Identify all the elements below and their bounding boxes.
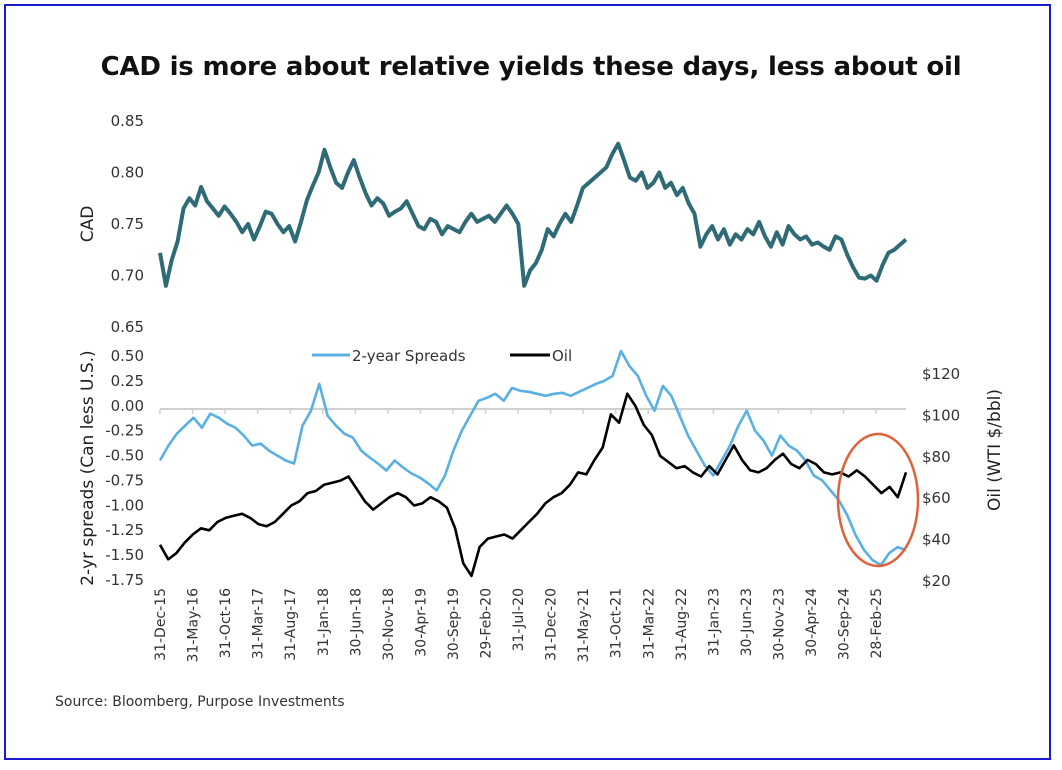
cad-series [158, 141, 908, 288]
cad-y-axis: 0.85 0.80 0.75 0.70 0.65 [111, 112, 144, 336]
cad-y-tick-label: 0.85 [111, 112, 144, 130]
x-tick-label: 31-Jul-20 [511, 588, 527, 651]
x-tick-label: 31-Mar-17 [251, 588, 267, 659]
oil-y-tick-label: $40 [922, 531, 951, 549]
x-tick-label: 30-Jun-18 [348, 588, 364, 656]
zero-line-ticks [159, 409, 877, 414]
oil-y-tick-label: $100 [922, 406, 960, 424]
x-tick-label: 30-Nov-18 [381, 588, 397, 661]
cad-y-tick-label: 0.65 [111, 318, 144, 336]
source-note: Source: Bloomberg, Purpose Investments [55, 694, 345, 710]
x-tick-label: 31-Aug-22 [674, 588, 690, 661]
x-tick-label: 31-Mar-22 [641, 588, 657, 659]
chart-frame [4, 4, 1051, 760]
x-axis: 31-Dec-15 31-May-16 31-Oct-16 31-Mar-17 31-A… [153, 588, 885, 663]
spreads-y-tick-label: -1.00 [105, 496, 144, 514]
x-tick-label: 29-Feb-20 [479, 588, 495, 659]
x-tick-label: 30-Nov-23 [771, 588, 787, 661]
x-tick-label: 30-Sep-19 [446, 588, 462, 660]
legend: 2-year Spreads Oil [312, 347, 572, 365]
spreads-y-tick-label: -0.75 [105, 471, 144, 489]
cad-y-tick-label: 0.70 [111, 267, 144, 285]
cad-line [158, 141, 908, 288]
legend-oil-label: Oil [552, 347, 572, 365]
annotation-circle [836, 432, 920, 568]
cad-y-tick-label: 0.75 [111, 215, 144, 233]
spreads-y-tick-label: -1.25 [105, 521, 144, 539]
x-tick-label: 31-Jan-18 [316, 588, 332, 656]
cad-y-axis-label: CAD [78, 206, 98, 243]
x-tick-label: 31-Dec-15 [153, 588, 169, 661]
x-tick-label: 28-Feb-25 [869, 588, 885, 659]
spreads-y-axis-label: 2-yr spreads (Can less U.S.) [78, 350, 98, 585]
cad-y-tick-label: 0.80 [111, 164, 144, 182]
x-tick-label: 31-Aug-17 [283, 588, 299, 661]
x-tick-label: 31-Oct-16 [218, 588, 234, 658]
oil-series [158, 392, 908, 578]
x-tick-label: 30-Sep-24 [837, 588, 853, 660]
oil-y-tick-label: $60 [922, 489, 951, 507]
x-tick-label: 31-May-16 [186, 588, 202, 663]
spreads-y-tick-label: -0.50 [105, 447, 144, 465]
chart-title: CAD is more about relative yields these … [100, 52, 962, 82]
spreads-y-tick-label: -0.25 [105, 422, 144, 440]
spreads-series [158, 349, 907, 567]
oil-y-axis: $120 $100 $80 $60 $40 $20 [922, 365, 960, 590]
x-tick-label: 31-Jan-23 [706, 588, 722, 656]
x-tick-label: 30-Apr-24 [804, 588, 820, 657]
spreads-y-tick-label: 0.00 [111, 397, 144, 415]
spreads-y-tick-label: 0.25 [111, 372, 144, 390]
x-tick-label: 31-Oct-21 [609, 588, 625, 658]
spreads-line [158, 349, 907, 567]
oil-y-axis-label: Oil (WTI $/bbl) [985, 389, 1005, 511]
x-tick-label: 31-May-21 [576, 588, 592, 662]
x-tick-label: 31-Dec-20 [544, 588, 560, 661]
x-tick-label: 30-Apr-19 [413, 588, 429, 657]
legend-spreads-label: 2-year Spreads [352, 347, 466, 365]
oil-y-tick-label: $80 [922, 448, 951, 466]
spreads-y-tick-label: -1.75 [105, 571, 144, 589]
oil-y-tick-label: $20 [922, 572, 951, 590]
spreads-y-tick-label: -1.50 [105, 546, 144, 564]
spreads-y-axis: 0.50 0.25 0.00 -0.25 -0.50 -0.75 -1.00 -1.25 -1.… [105, 347, 144, 589]
x-tick-label: 30-Jun-23 [739, 588, 755, 656]
oil-y-tick-label: $120 [922, 365, 960, 383]
oil-line [158, 392, 908, 578]
spreads-y-tick-label: 0.50 [111, 347, 144, 365]
